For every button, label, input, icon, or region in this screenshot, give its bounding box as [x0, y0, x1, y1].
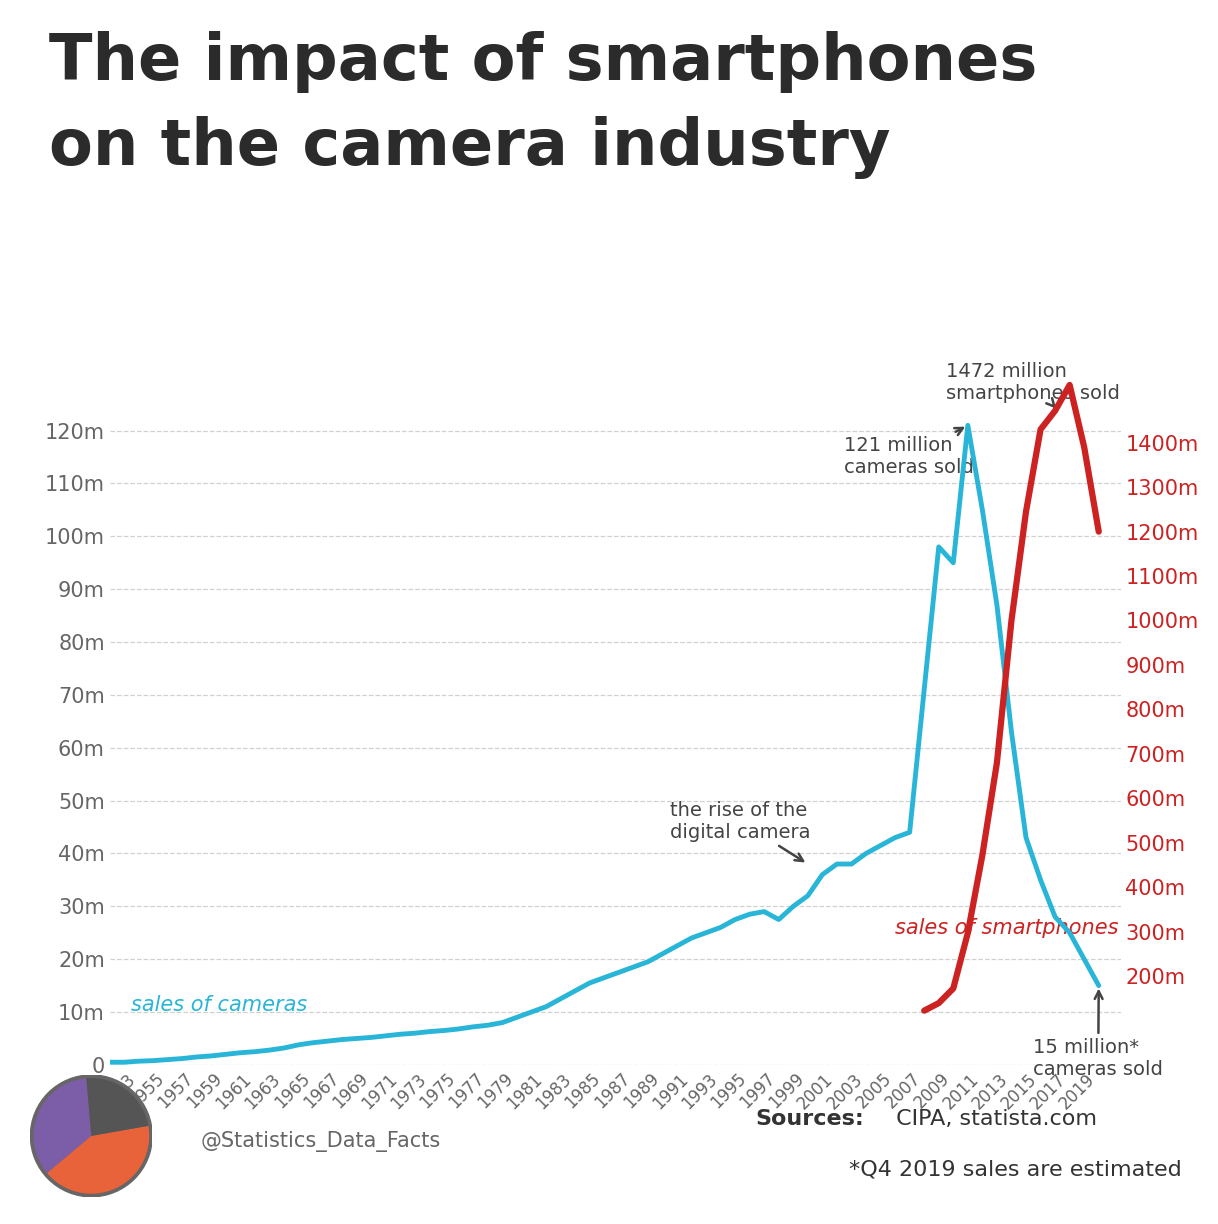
Text: *Q4 2019 sales are estimated: *Q4 2019 sales are estimated	[849, 1159, 1181, 1179]
Wedge shape	[48, 1126, 149, 1193]
Wedge shape	[34, 1078, 91, 1173]
Text: 15 million*
cameras sold: 15 million* cameras sold	[1033, 991, 1163, 1080]
Text: the rise of the
digital camera: the rise of the digital camera	[670, 800, 810, 860]
Text: sales of cameras: sales of cameras	[132, 995, 308, 1015]
Text: 1472 million
smartphones sold: 1472 million smartphones sold	[946, 362, 1119, 408]
Text: Sources:: Sources:	[755, 1109, 864, 1129]
Text: The impact of smartphones: The impact of smartphones	[49, 31, 1037, 93]
Wedge shape	[86, 1078, 149, 1136]
Text: @Statistics_Data_Facts: @Statistics_Data_Facts	[201, 1131, 441, 1153]
Text: sales of smartphones: sales of smartphones	[895, 918, 1118, 938]
Text: CIPA, statista.com: CIPA, statista.com	[889, 1109, 1097, 1129]
Text: 121 million
cameras sold: 121 million cameras sold	[844, 428, 974, 477]
Text: on the camera industry: on the camera industry	[49, 116, 890, 179]
Circle shape	[30, 1075, 152, 1197]
